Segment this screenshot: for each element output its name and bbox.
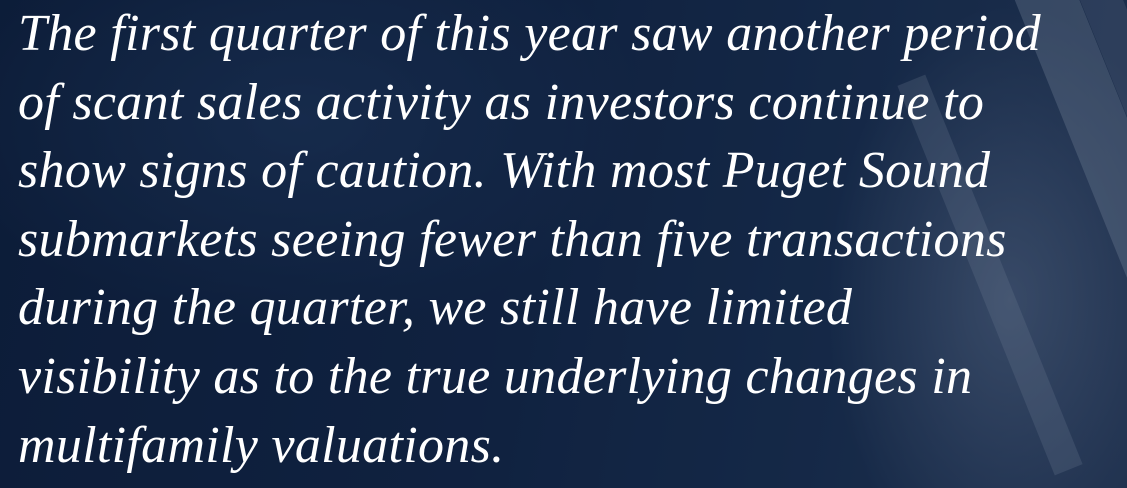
paragraph-line: The first quarter of this year saw anoth… — [18, 0, 1041, 69]
paragraph-line: multifamily valuations. — [18, 412, 1041, 481]
hero-banner: The first quarter of this year saw anoth… — [0, 0, 1127, 488]
paragraph-line: submarkets seeing fewer than five transa… — [18, 206, 1041, 275]
paragraph-line: during the quarter, we still have limite… — [18, 274, 1041, 343]
paragraph: The first quarter of this year saw anoth… — [18, 0, 1041, 480]
paragraph-line: show signs of caution. With most Puget S… — [18, 137, 1041, 206]
paragraph-line: of scant sales activity as investors con… — [18, 69, 1041, 138]
paragraph-line: visibility as to the true underlying cha… — [18, 343, 1041, 412]
